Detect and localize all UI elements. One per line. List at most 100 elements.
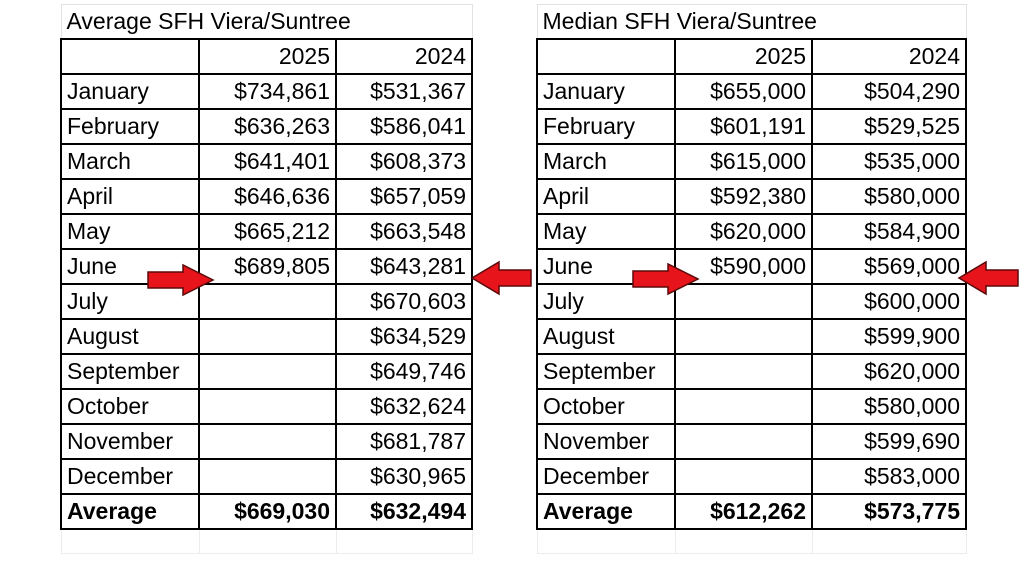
value-2025-cell[interactable] [674,283,813,320]
value-2024-cell[interactable]: $649,746 [335,353,473,390]
value-2024-cell[interactable]: $584,900 [811,213,967,250]
empty-cell[interactable] [674,528,813,554]
table-row: May $620,000 $584,900 [536,213,967,250]
table-row: February $601,191 $529,525 [536,108,967,145]
value-2025-cell[interactable] [198,283,337,320]
header-year-2024[interactable]: 2024 [811,38,967,75]
average-label-cell[interactable]: Average [536,493,676,530]
table-title[interactable]: Median SFH Viera/Suntree [536,4,967,40]
month-cell[interactable]: January [536,73,676,110]
average-row: Average $669,030 $632,494 [60,493,473,530]
table-row: January $655,000 $504,290 [536,73,967,110]
value-2024-cell[interactable]: $657,059 [335,178,473,215]
value-2024-cell[interactable]: $634,529 [335,318,473,355]
table-title[interactable]: Average SFH Viera/Suntree [60,4,473,40]
value-2024-cell[interactable]: $580,000 [811,178,967,215]
table-row: November $599,690 [536,423,967,460]
empty-cell[interactable] [811,528,967,554]
table-row: November $681,787 [60,423,473,460]
value-2025-cell[interactable]: $655,000 [674,73,813,110]
value-2025-cell[interactable]: $641,401 [198,143,337,180]
month-cell[interactable]: March [60,143,200,180]
month-cell[interactable]: November [536,423,676,460]
average-row: Average $612,262 $573,775 [536,493,967,530]
value-2024-cell[interactable]: $620,000 [811,353,967,390]
value-2025-cell[interactable] [674,388,813,425]
value-2024-cell[interactable]: $630,965 [335,458,473,495]
value-2024-cell[interactable]: $531,367 [335,73,473,110]
month-cell[interactable]: April [536,178,676,215]
value-2025-cell[interactable]: $734,861 [198,73,337,110]
value-2025-cell[interactable] [674,318,813,355]
median-table-body: Median SFH Viera/Suntree 2025 2024 Janua… [536,4,967,554]
value-2025-cell[interactable] [674,458,813,495]
value-2025-cell[interactable] [198,318,337,355]
empty-cell[interactable] [335,528,473,554]
month-cell[interactable]: November [60,423,200,460]
month-cell[interactable]: February [536,108,676,145]
value-2025-cell[interactable] [198,388,337,425]
value-2024-cell[interactable]: $632,624 [335,388,473,425]
month-cell[interactable]: September [536,353,676,390]
month-cell[interactable]: July [536,283,676,320]
average-2025-cell[interactable]: $612,262 [674,493,813,530]
month-cell[interactable]: September [60,353,200,390]
month-cell[interactable]: May [60,213,200,250]
header-year-2025[interactable]: 2025 [674,38,813,75]
value-2024-cell[interactable]: $608,373 [335,143,473,180]
value-2024-cell[interactable]: $643,281 [335,248,473,285]
value-2025-cell[interactable]: $592,380 [674,178,813,215]
average-2024-cell[interactable]: $632,494 [335,493,473,530]
header-year-2024[interactable]: 2024 [335,38,473,75]
month-cell[interactable]: March [536,143,676,180]
value-2024-cell[interactable]: $670,603 [335,283,473,320]
empty-cell[interactable] [198,528,337,554]
month-cell[interactable]: December [536,458,676,495]
value-2025-cell[interactable] [674,353,813,390]
average-label-cell[interactable]: Average [60,493,200,530]
month-cell[interactable]: May [536,213,676,250]
value-2025-cell[interactable]: $665,212 [198,213,337,250]
table-row: July $600,000 [536,283,967,320]
value-2025-cell[interactable]: $646,636 [198,178,337,215]
red-arrow-icon [470,260,532,296]
value-2025-cell[interactable]: $620,000 [674,213,813,250]
value-2024-cell[interactable]: $569,000 [811,248,967,285]
average-2024-cell[interactable]: $573,775 [811,493,967,530]
month-cell[interactable]: April [60,178,200,215]
value-2024-cell[interactable]: $586,041 [335,108,473,145]
value-2024-cell[interactable]: $663,548 [335,213,473,250]
value-2024-cell[interactable]: $681,787 [335,423,473,460]
month-cell[interactable]: October [60,388,200,425]
value-2024-cell[interactable]: $529,525 [811,108,967,145]
month-cell[interactable]: October [536,388,676,425]
month-cell[interactable]: July [60,283,200,320]
empty-cell[interactable] [60,528,200,554]
value-2025-cell[interactable]: $601,191 [674,108,813,145]
header-year-2025[interactable]: 2025 [198,38,337,75]
value-2025-cell[interactable] [198,353,337,390]
value-2024-cell[interactable]: $599,690 [811,423,967,460]
value-2025-cell[interactable] [198,458,337,495]
value-2025-cell[interactable]: $636,263 [198,108,337,145]
month-cell[interactable]: February [60,108,200,145]
month-cell[interactable]: August [60,318,200,355]
empty-cell[interactable] [536,528,676,554]
value-2024-cell[interactable]: $599,900 [811,318,967,355]
month-cell[interactable]: January [60,73,200,110]
value-2024-cell[interactable]: $583,000 [811,458,967,495]
value-2025-cell[interactable] [674,423,813,460]
value-2025-cell[interactable]: $615,000 [674,143,813,180]
header-blank-cell[interactable] [536,38,676,75]
value-2025-cell[interactable]: $689,805 [198,248,337,285]
value-2025-cell[interactable] [198,423,337,460]
month-cell[interactable]: December [60,458,200,495]
value-2024-cell[interactable]: $535,000 [811,143,967,180]
average-2025-cell[interactable]: $669,030 [198,493,337,530]
value-2024-cell[interactable]: $504,290 [811,73,967,110]
header-blank-cell[interactable] [60,38,200,75]
value-2024-cell[interactable]: $580,000 [811,388,967,425]
table-row: September $620,000 [536,353,967,390]
value-2024-cell[interactable]: $600,000 [811,283,967,320]
month-cell[interactable]: August [536,318,676,355]
